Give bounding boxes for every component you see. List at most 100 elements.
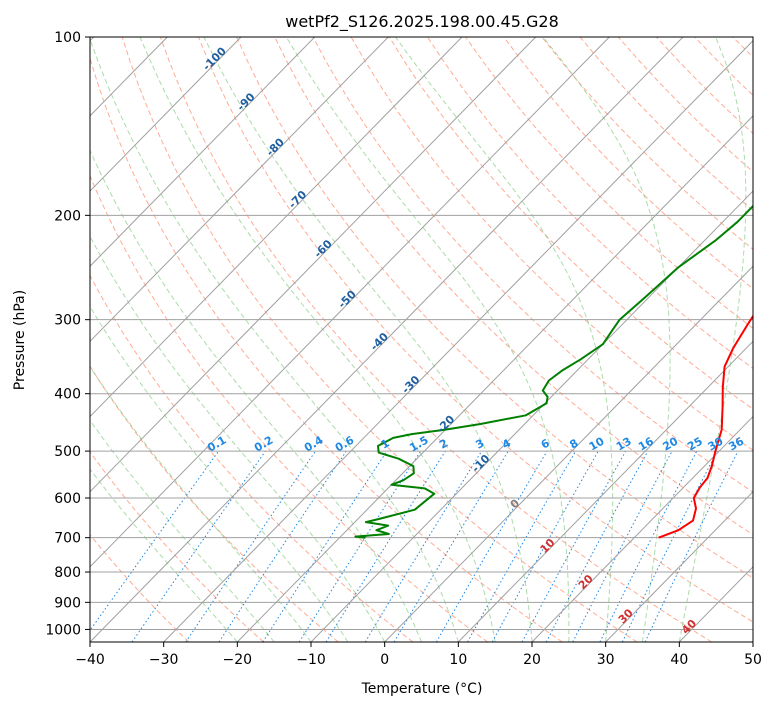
dry-adiabat bbox=[90, 56, 563, 642]
isotherm-label: -60 bbox=[312, 237, 335, 260]
isotherm-line bbox=[90, 37, 242, 192]
y-tick-label: 600 bbox=[54, 491, 81, 507]
moist-adiabat bbox=[139, 37, 496, 642]
isotherm-label: -80 bbox=[264, 135, 287, 158]
x-tick-label: 30 bbox=[597, 652, 615, 668]
dry-adiabat bbox=[90, 533, 190, 642]
isotherm-line bbox=[236, 115, 753, 642]
x-tick-label: −20 bbox=[223, 652, 253, 668]
dry-adiabat bbox=[159, 37, 712, 642]
x-tick-label: 10 bbox=[449, 652, 467, 668]
isotherm-label: 20 bbox=[576, 572, 596, 592]
isotherm-line bbox=[678, 566, 753, 642]
isotherm-line bbox=[163, 40, 753, 642]
mixing-ratio-label: 6 bbox=[539, 436, 552, 451]
dry-adiabat bbox=[656, 37, 753, 135]
moist-adiabat bbox=[395, 37, 614, 642]
mixing-ratio-line bbox=[298, 450, 422, 642]
isotherm-line bbox=[384, 265, 753, 642]
mixing-ratio-line bbox=[467, 450, 577, 642]
y-tick-label: 400 bbox=[54, 387, 81, 403]
y-tick-label: 1000 bbox=[45, 622, 81, 638]
y-tick-label: 800 bbox=[54, 565, 81, 581]
mixing-ratio-line bbox=[545, 450, 649, 642]
mixing-ratio-line bbox=[364, 450, 483, 642]
isotherm-label: -100 bbox=[200, 44, 229, 73]
x-tick-label: −30 bbox=[149, 652, 179, 668]
isotherm-line bbox=[90, 37, 316, 267]
moist-adiabat bbox=[90, 366, 312, 642]
isotherm-line bbox=[752, 641, 753, 642]
isotherm-label: 30 bbox=[616, 606, 636, 626]
x-tick-label: 0 bbox=[380, 652, 389, 668]
moist-adiabat bbox=[90, 37, 459, 642]
x-tick-label: −40 bbox=[75, 652, 105, 668]
y-tick-label: 100 bbox=[54, 30, 81, 46]
isotherm-line bbox=[90, 37, 389, 343]
y-tick-label: 900 bbox=[54, 595, 81, 611]
y-tick-label: 200 bbox=[54, 208, 81, 224]
isotherm-line bbox=[605, 491, 753, 642]
isotherm-line bbox=[457, 340, 753, 642]
moist-adiabat bbox=[90, 419, 275, 642]
dry-adiabat bbox=[579, 37, 753, 211]
plot-frame bbox=[89, 36, 754, 643]
moist-adiabat bbox=[90, 468, 238, 642]
mixing-ratio-label: 4 bbox=[500, 436, 513, 451]
moist-adiabat bbox=[90, 235, 386, 642]
dewpoint-profile bbox=[354, 204, 753, 539]
isotherm-label: -20 bbox=[434, 412, 457, 435]
dry-adiabat bbox=[465, 37, 753, 329]
isotherm-label: -90 bbox=[234, 90, 257, 113]
moist-adiabat bbox=[678, 37, 747, 642]
isotherm-label: 40 bbox=[679, 617, 699, 637]
isotherm-label: -30 bbox=[399, 373, 422, 396]
y-tick-label: 500 bbox=[54, 444, 81, 460]
plot-area bbox=[90, 37, 775, 642]
mixing-ratio-line bbox=[185, 450, 316, 642]
dry-adiabat bbox=[274, 37, 753, 536]
isotherm-line bbox=[531, 415, 753, 642]
y-axis-title: Pressure (hPa) bbox=[12, 290, 28, 390]
dry-adiabat bbox=[90, 451, 264, 642]
mixing-ratio-line bbox=[262, 450, 388, 642]
x-tick-label: 40 bbox=[670, 652, 688, 668]
isotherm-line bbox=[90, 37, 610, 568]
dry-adiabat bbox=[198, 37, 753, 623]
chart-title: wetPf2_S126.2025.198.00.45.G28 bbox=[285, 12, 559, 32]
dry-adiabat bbox=[90, 274, 414, 642]
dry-adiabat bbox=[236, 37, 753, 579]
dry-adiabat bbox=[503, 37, 753, 290]
isotherm-label: -70 bbox=[286, 188, 309, 211]
isotherm-label: -10 bbox=[469, 452, 492, 475]
dry-adiabat bbox=[388, 37, 753, 410]
x-axis-title: Temperature (°C) bbox=[361, 681, 483, 697]
isotherm-line bbox=[90, 37, 537, 493]
mixing-ratio-line bbox=[435, 450, 548, 642]
dry-adiabat bbox=[427, 37, 753, 370]
x-tick-label: 50 bbox=[744, 652, 762, 668]
dry-adiabat bbox=[771, 37, 775, 642]
mixing-ratio-label: 3 bbox=[473, 437, 486, 452]
mixing-ratio-line bbox=[393, 450, 509, 642]
moist-adiabat bbox=[285, 37, 570, 642]
mixing-ratio-line bbox=[218, 450, 347, 642]
dry-adiabat bbox=[694, 37, 753, 96]
isotherm-line bbox=[310, 190, 753, 642]
mixing-ratio-line bbox=[599, 450, 698, 642]
mixing-ratio-line bbox=[521, 450, 627, 642]
mixing-ratio-line bbox=[131, 450, 266, 642]
temperature-profile bbox=[658, 314, 753, 539]
dry-adiabat bbox=[90, 365, 339, 642]
moist-adiabat bbox=[203, 37, 533, 642]
dry-adiabat bbox=[350, 37, 753, 451]
mixing-ratio-line bbox=[90, 450, 220, 632]
isotherm-label: -50 bbox=[336, 288, 359, 311]
x-tick-label: −10 bbox=[296, 652, 326, 668]
dry-adiabat bbox=[121, 37, 638, 642]
mixing-ratio-line bbox=[325, 450, 446, 642]
isotherm-line bbox=[90, 37, 684, 642]
y-tick-label: 300 bbox=[54, 313, 81, 329]
isotherm-label: -40 bbox=[368, 330, 391, 353]
